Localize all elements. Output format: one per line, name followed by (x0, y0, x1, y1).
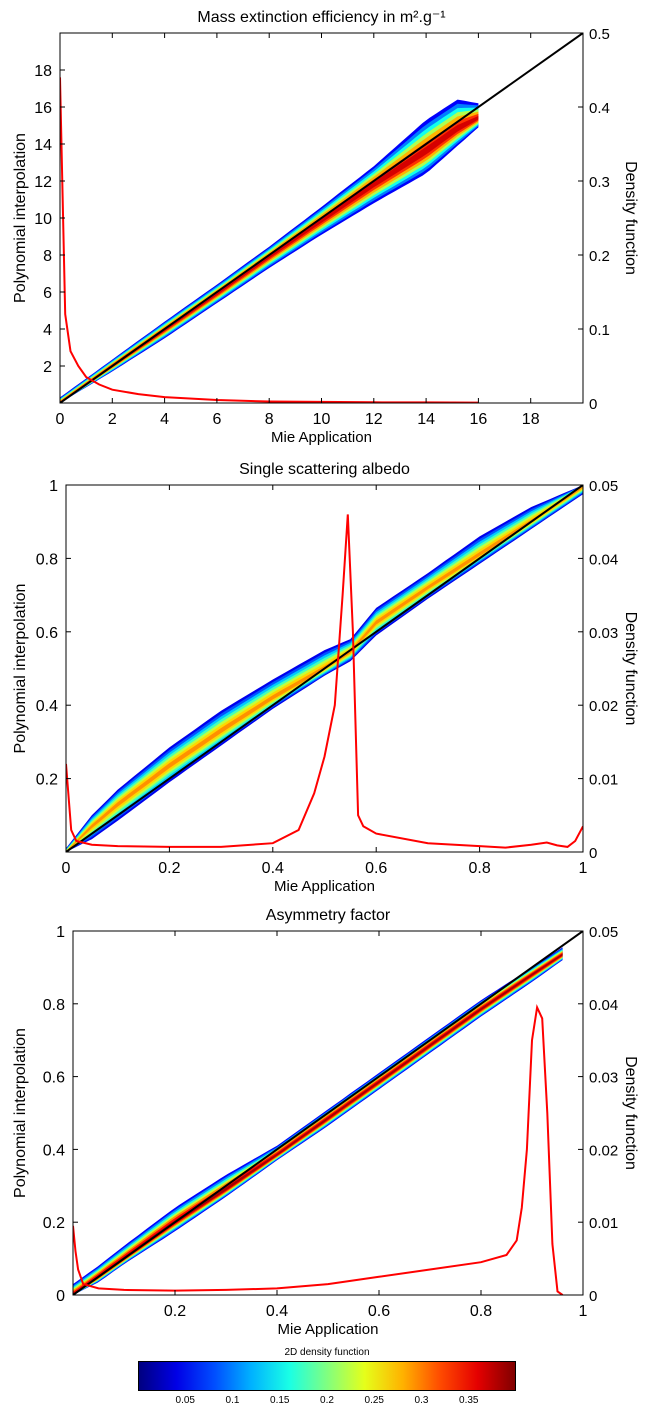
y2-tick-label: 0.05 (589, 478, 618, 495)
colorbar (138, 1361, 516, 1391)
chart-title: Single scattering albedo (239, 461, 410, 478)
density-band-layer (60, 116, 479, 403)
y-tick-label: 10 (34, 211, 52, 228)
y-tick-label: 2 (43, 359, 52, 376)
density-band-layer (73, 953, 563, 1295)
plot-area-3 (73, 931, 583, 1295)
y-tick-label: 14 (34, 137, 52, 154)
y2-tick-label: 0.03 (589, 1070, 618, 1087)
y-tick-label: 6 (43, 285, 52, 302)
x-tick-label: 12 (365, 411, 383, 428)
colorbar-tick-label: 0.35 (459, 1395, 479, 1406)
y-axis-label: Polynomial interpolation (12, 133, 29, 303)
x-tick-label: 8 (265, 411, 274, 428)
y2-tick-label: 0.01 (589, 1215, 618, 1232)
x-tick-label: 4 (160, 411, 169, 428)
y2-tick-label: 0.04 (589, 997, 618, 1014)
y-tick-label: 0.4 (36, 698, 58, 715)
x-axis-label: Mie Application (271, 429, 372, 446)
x-tick-label: 6 (212, 411, 221, 428)
y-axis-label: Polynomial interpolation (12, 584, 29, 754)
y-tick-label: 4 (43, 322, 52, 339)
y-tick-label: 0.4 (43, 1142, 65, 1159)
y-tick-label: 0.6 (43, 1070, 65, 1087)
x-tick-label: 1 (579, 1303, 588, 1320)
density-curve (66, 514, 583, 849)
x-tick-label: 0.4 (262, 860, 284, 877)
y2-axis-label: Density function (622, 161, 639, 275)
y-tick-label: 0 (56, 1288, 65, 1305)
y2-tick-label: 0 (589, 396, 597, 413)
x-tick-label: 0.8 (470, 1303, 492, 1320)
y-tick-label: 0.2 (36, 772, 58, 789)
x-tick-label: 18 (522, 411, 540, 428)
x-tick-label: 16 (470, 411, 488, 428)
y2-axis-label: Density function (622, 612, 639, 726)
plot-area-2 (66, 485, 583, 852)
y2-tick-label: 0 (589, 845, 597, 862)
identity-line (66, 485, 583, 852)
y-tick-label: 1 (49, 478, 58, 495)
colorbar-tick-label: 0.1 (225, 1395, 240, 1406)
colorbar-title: 2D density function (284, 1347, 370, 1358)
y-tick-label: 0.2 (43, 1215, 65, 1232)
y2-tick-label: 0.03 (589, 625, 618, 642)
colorbar-tick-label: 0.15 (270, 1395, 290, 1406)
x-tick-label: 0.8 (468, 860, 490, 877)
plot-frame (72, 930, 584, 1296)
y-axis-label: Polynomial interpolation (12, 1028, 29, 1198)
plot-area-1 (60, 33, 583, 403)
chart-title: Asymmetry factor (266, 907, 391, 924)
y2-axis-label: Density function (622, 1056, 639, 1170)
identity-line (73, 931, 583, 1295)
x-tick-label: 10 (313, 411, 331, 428)
x-tick-label: 0.2 (164, 1303, 186, 1320)
y-tick-label: 8 (43, 248, 52, 265)
x-tick-label: 0 (56, 411, 65, 428)
y2-tick-label: 0.2 (589, 248, 610, 265)
y2-tick-label: 0.05 (589, 924, 618, 941)
x-axis-label: Mie Application (278, 1321, 379, 1338)
y-tick-label: 12 (34, 174, 52, 191)
y2-tick-label: 0.01 (589, 772, 618, 789)
chart-title: Mass extinction efficiency in m².g⁻¹ (197, 9, 445, 26)
y-tick-label: 0.6 (36, 625, 58, 642)
colorbar-tick-label: 0.05 (175, 1395, 195, 1406)
y-tick-label: 0.8 (43, 997, 65, 1014)
y-tick-label: 1 (56, 924, 65, 941)
y2-tick-label: 0.1 (589, 322, 610, 339)
y2-tick-label: 0.02 (589, 1142, 618, 1159)
x-tick-label: 0.4 (266, 1303, 288, 1320)
y2-tick-label: 0.02 (589, 698, 618, 715)
y2-tick-label: 0.4 (589, 100, 610, 117)
colorbar-tick-label: 0.25 (364, 1395, 384, 1406)
x-tick-label: 14 (417, 411, 435, 428)
x-tick-label: 0.2 (158, 860, 180, 877)
y2-tick-label: 0 (589, 1288, 597, 1305)
x-tick-label: 0.6 (368, 1303, 390, 1320)
x-tick-label: 1 (579, 860, 588, 877)
colorbar-tick-label: 0.3 (414, 1395, 429, 1406)
x-tick-label: 0.6 (365, 860, 387, 877)
y2-tick-label: 0.04 (589, 551, 618, 568)
y2-tick-label: 0.3 (589, 174, 610, 191)
colorbar-tick-label: 0.2 (320, 1395, 334, 1406)
x-tick-label: 2 (108, 411, 117, 428)
y-tick-label: 0.8 (36, 551, 58, 568)
identity-line (60, 33, 583, 403)
y-tick-label: 16 (34, 100, 52, 117)
plot-frame (65, 484, 584, 853)
x-tick-label: 0 (62, 860, 71, 877)
density-curve (73, 1003, 564, 1295)
y-tick-label: 18 (34, 63, 52, 80)
y2-tick-label: 0.5 (589, 26, 610, 43)
x-axis-label: Mie Application (274, 878, 375, 895)
density-curve (60, 77, 479, 403)
